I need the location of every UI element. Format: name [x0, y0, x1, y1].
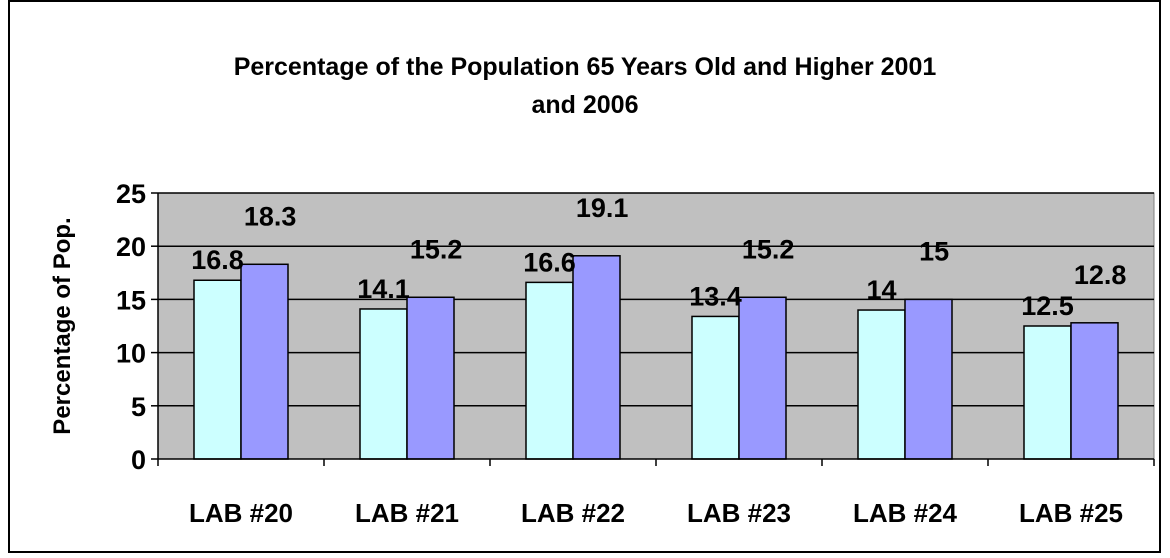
bar-series-2	[738, 296, 787, 460]
chart-title-line-2: and 2006	[531, 91, 639, 119]
data-label-series-2: 12.8	[1074, 260, 1127, 290]
bar-series-2	[240, 263, 289, 460]
x-category-label: LAB #25	[1019, 498, 1123, 528]
x-category-labels: LAB #20 LAB #21 LAB #22 LAB #23 LAB #24 LAB #…	[189, 498, 1123, 528]
bar-series-1	[525, 281, 574, 460]
y-tick-label: 20	[116, 232, 146, 262]
bar-series-2	[406, 296, 455, 460]
bar-series-1	[359, 308, 408, 460]
bars	[193, 255, 1119, 460]
data-label-series-2: 15.2	[410, 234, 463, 264]
bar-series-1	[857, 309, 906, 460]
data-label-series-1: 16.6	[523, 247, 576, 277]
bar-series-1	[691, 315, 740, 460]
gridlines	[158, 192, 1154, 407]
data-label-series-1: 14.1	[357, 274, 410, 304]
x-category-label: LAB #23	[687, 498, 791, 528]
y-tick-label: 15	[116, 285, 146, 315]
y-tick-label: 25	[116, 179, 146, 209]
y-tick-label: 0	[131, 445, 146, 475]
axes	[151, 192, 1155, 466]
bar-series-2	[1070, 322, 1119, 460]
y-axis-label: Percentage of Pop.	[49, 217, 76, 434]
data-label-series-2: 15.2	[742, 234, 795, 264]
data-label-series-2: 19.1	[576, 193, 629, 223]
data-label-series-1: 16.8	[191, 245, 244, 275]
data-label-series-2: 15	[919, 236, 949, 266]
x-category-label: LAB #22	[521, 498, 625, 528]
bar-series-2	[572, 255, 621, 460]
y-tick-label: 10	[116, 339, 146, 369]
chart-title-line-1: Percentage of the Population 65 Years Ol…	[233, 53, 937, 81]
y-tick-labels: 0 5 10 15 20 25	[116, 179, 146, 475]
chart-title: Percentage of the Population 65 Years Ol…	[0, 48, 1170, 124]
data-label-series-1: 13.4	[689, 281, 742, 311]
y-tick-label: 5	[131, 392, 146, 422]
bar-series-1	[193, 279, 242, 460]
data-label-series-2: 18.3	[244, 201, 297, 231]
data-label-series-1: 14	[866, 275, 896, 305]
x-category-label: LAB #21	[355, 498, 459, 528]
bar-series-1	[1023, 325, 1072, 460]
data-labels: 16.818.314.115.2 16.619.113.415.2141512.5…	[191, 193, 1126, 321]
plot-area	[157, 192, 1155, 460]
x-category-label: LAB #20	[189, 498, 293, 528]
data-label-series-1: 12.5	[1021, 291, 1074, 321]
x-category-label: LAB #24	[853, 498, 958, 528]
bar-series-2	[904, 298, 953, 460]
